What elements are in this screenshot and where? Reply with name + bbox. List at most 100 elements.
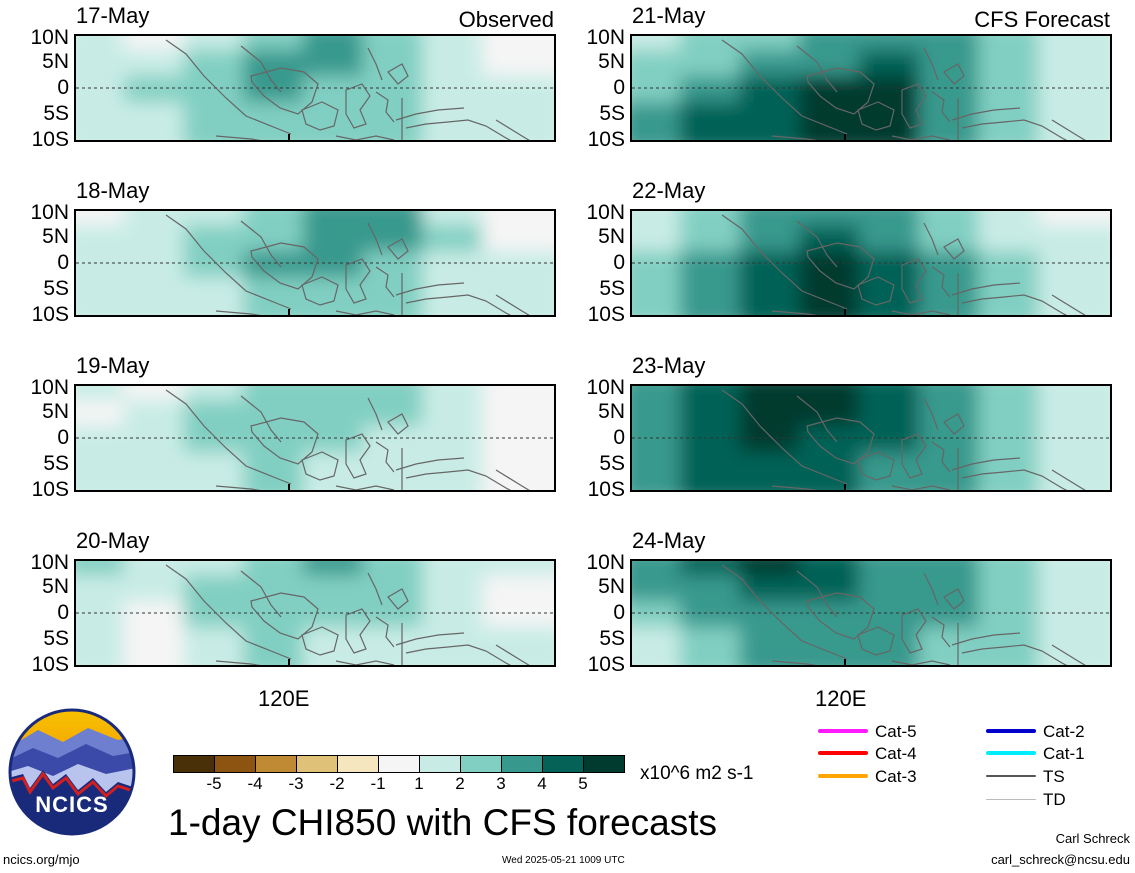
lat-tick-label: 10S <box>587 128 625 151</box>
storm-legend-label: Cat-1 <box>1043 744 1085 763</box>
storm-legend-line <box>818 751 868 755</box>
footer-site: ncics.org/mjo <box>3 852 80 867</box>
colorbar-label: -2 <box>329 774 345 793</box>
chi-map-21-May <box>630 34 1112 142</box>
coastlines <box>721 389 1086 490</box>
logo-text: NCICS <box>35 792 109 817</box>
panel-date: 18-May <box>76 178 150 203</box>
lat-tick-label: 0 <box>57 426 69 449</box>
panel-date: 21-May <box>632 3 706 28</box>
observed-header: Observed <box>458 7 554 32</box>
lat-tick-label: 10N <box>586 551 625 574</box>
chi-map-20-May <box>74 559 556 667</box>
lon-tick-mark <box>844 134 846 142</box>
lat-tick-label: 5N <box>42 400 69 423</box>
main-title: 1-day CHI850 with CFS forecasts <box>168 802 718 843</box>
colorbar-label: 2 <box>455 774 465 793</box>
lat-tick-label: 0 <box>57 76 69 99</box>
colorbar-swatch <box>378 755 420 773</box>
storm-legend-label: TD <box>1043 790 1066 809</box>
chi-map-23-May <box>630 384 1112 492</box>
lon-tick-mark <box>288 659 290 667</box>
storm-legend-line <box>818 729 868 733</box>
coastlines <box>165 214 530 315</box>
colorbar-label: -1 <box>370 774 386 793</box>
colorbar-swatch <box>583 755 625 773</box>
colorbar-label: -3 <box>288 774 304 793</box>
storm-legend-line <box>986 729 1036 733</box>
lat-tick-label: 5S <box>43 627 69 650</box>
lat-tick-label: 5S <box>599 627 625 650</box>
coastlines <box>165 39 530 140</box>
colorbar-label: 1 <box>414 774 424 793</box>
lon-tick-mark <box>288 484 290 492</box>
lat-tick-label: 0 <box>613 76 625 99</box>
footer-author: Carl Schreck <box>1055 831 1130 846</box>
coastlines <box>721 39 1086 140</box>
lat-tick-label: 10S <box>31 303 69 326</box>
storm-legend-label: Cat-3 <box>875 767 917 786</box>
lat-tick-label: 10N <box>586 26 625 49</box>
lat-tick-label: 5N <box>598 575 625 598</box>
colorbar-swatch <box>255 755 297 773</box>
lat-tick-label: 5N <box>42 50 69 73</box>
chi-map-24-May <box>630 559 1112 667</box>
lat-tick-label: 10S <box>587 478 625 501</box>
lat-tick-label: 10N <box>586 201 625 224</box>
lat-tick-label: 0 <box>613 426 625 449</box>
storm-legend-label: Cat-4 <box>875 744 917 763</box>
colorbar-swatch <box>337 755 379 773</box>
lat-tick-label: 5S <box>43 277 69 300</box>
lat-tick-label: 5S <box>599 452 625 475</box>
lon-tick-mark <box>288 134 290 142</box>
footer-email: carl_schreck@ncsu.edu <box>991 852 1130 867</box>
chi-map-19-May <box>74 384 556 492</box>
colorbar-label: -4 <box>247 774 263 793</box>
lon-tick-mark <box>844 309 846 317</box>
coastlines <box>165 389 530 490</box>
lat-tick-label: 10N <box>586 376 625 399</box>
lat-tick-label: 5N <box>598 400 625 423</box>
chi-map-22-May <box>630 209 1112 317</box>
panel-date: 19-May <box>76 353 150 378</box>
chi-map-18-May <box>74 209 556 317</box>
storm-legend-line <box>986 798 1036 800</box>
colorbar-label: -5 <box>206 774 222 793</box>
storm-legend-line <box>818 774 868 778</box>
colorbar-units: x10^6 m2 s-1 <box>640 763 754 784</box>
storm-legend-label: Cat-2 <box>1043 722 1085 741</box>
panel-date: 23-May <box>632 353 706 378</box>
lat-tick-label: 5N <box>42 575 69 598</box>
colorbar-swatch <box>173 755 215 773</box>
lon-tick-mark <box>844 484 846 492</box>
lat-tick-label: 5N <box>598 225 625 248</box>
coastlines <box>721 214 1086 315</box>
panel-date: 17-May <box>76 3 150 28</box>
footer-timestamp: Wed 2025-05-21 1009 UTC <box>502 855 625 866</box>
lat-tick-label: 5S <box>43 452 69 475</box>
lat-tick-label: 5N <box>42 225 69 248</box>
lat-tick-label: 10S <box>587 653 625 676</box>
lat-tick-label: 0 <box>57 251 69 274</box>
lat-tick-label: 0 <box>57 601 69 624</box>
colorbar-swatch <box>542 755 584 773</box>
panel-date: 24-May <box>632 528 706 553</box>
chi-map-17-May <box>74 34 556 142</box>
lon-tick-mark <box>844 659 846 667</box>
lat-tick-label: 5S <box>43 102 69 125</box>
lat-tick-label: 5S <box>599 102 625 125</box>
ncics-logo: NCICS <box>8 708 136 836</box>
lat-tick-label: 5S <box>599 277 625 300</box>
lat-tick-label: 10N <box>30 201 69 224</box>
colorbar-swatch <box>460 755 502 773</box>
lat-tick-label: 5N <box>598 50 625 73</box>
coastlines <box>165 564 530 665</box>
coastlines <box>721 564 1086 665</box>
colorbar-label: 4 <box>537 774 547 793</box>
lat-tick-label: 10S <box>31 653 69 676</box>
storm-legend-label: Cat-5 <box>875 722 917 741</box>
lat-tick-label: 10S <box>31 478 69 501</box>
colorbar-swatch <box>296 755 338 773</box>
lat-tick-label: 10S <box>31 128 69 151</box>
lon-label-right: 120E <box>815 686 867 711</box>
